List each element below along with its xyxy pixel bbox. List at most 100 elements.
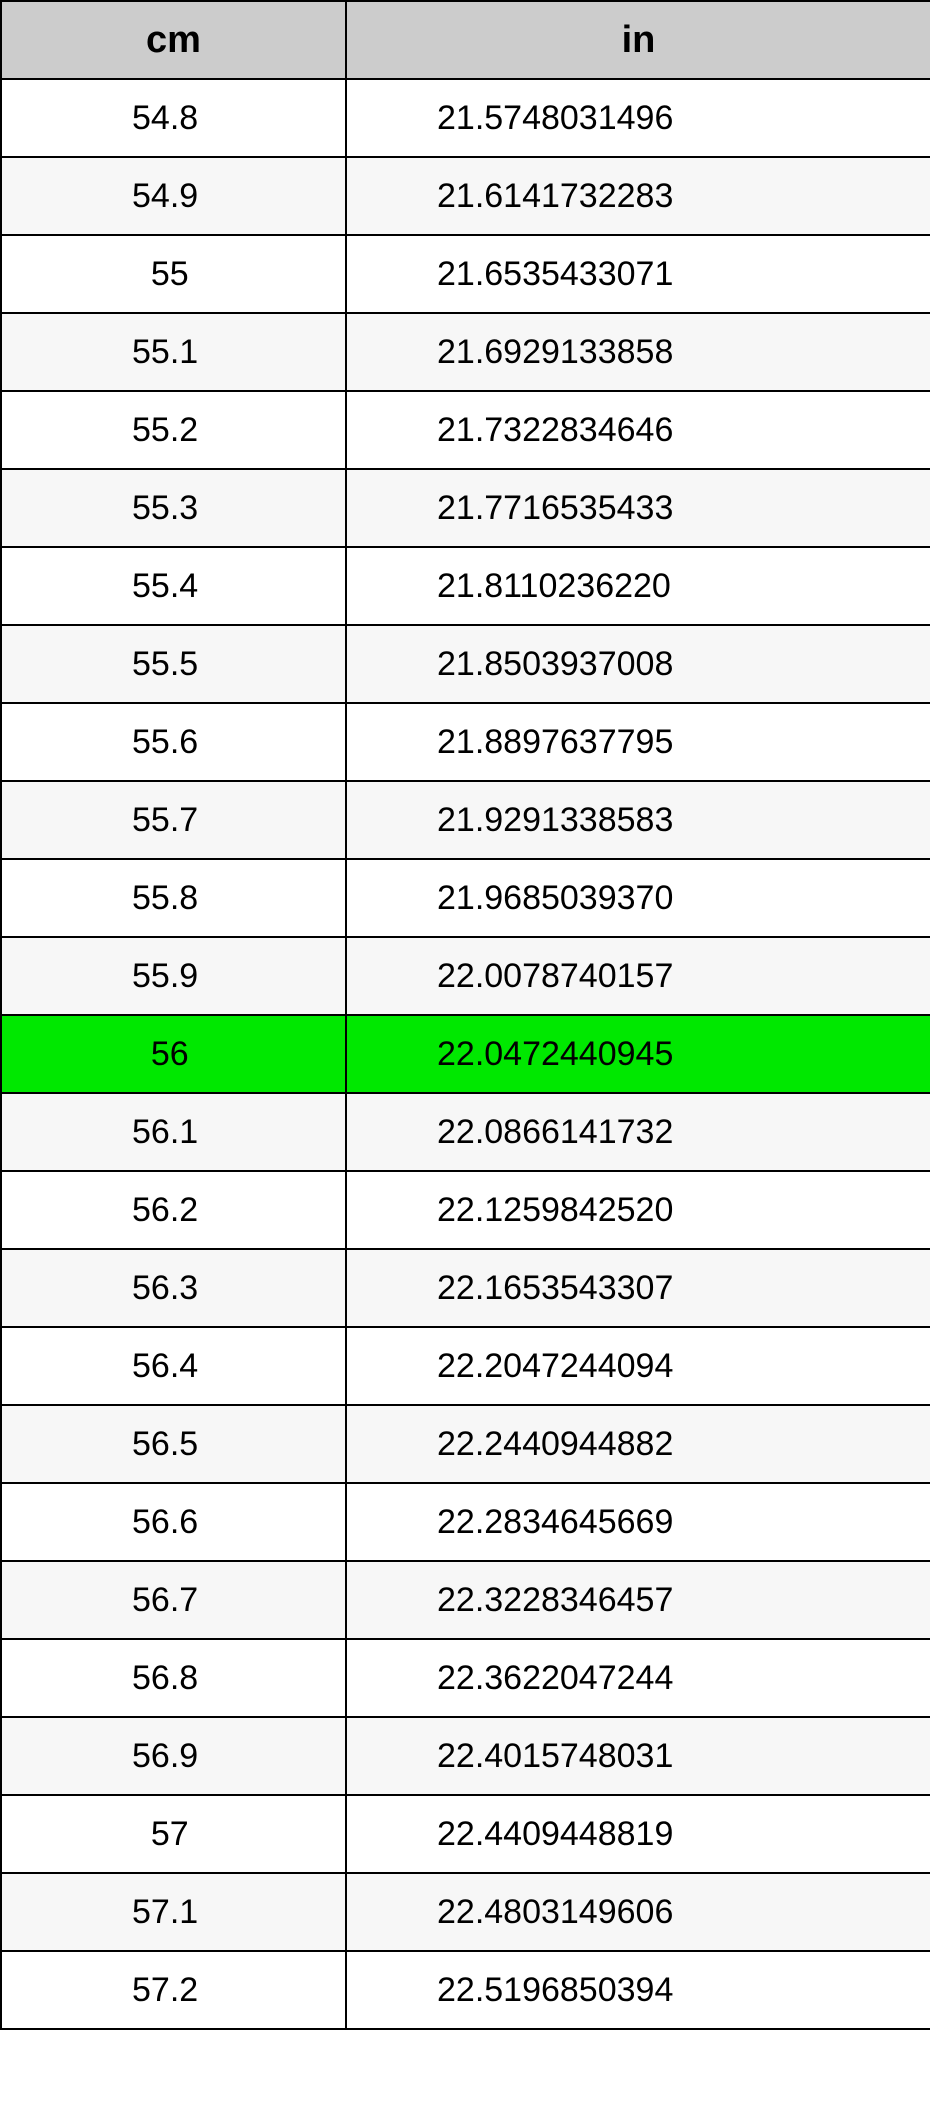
cell-in: 22.0078740157	[346, 937, 930, 1015]
cell-in: 21.8110236220	[346, 547, 930, 625]
cell-cm: 56.3	[1, 1249, 346, 1327]
cell-in: 21.9685039370	[346, 859, 930, 937]
cell-cm-value: 56.2	[2, 1191, 345, 1230]
table-row: 55.721.9291338583	[1, 781, 930, 859]
table-row: 56.922.4015748031	[1, 1717, 930, 1795]
cell-in: 22.0472440945	[346, 1015, 930, 1093]
table-row: 5722.4409448819	[1, 1795, 930, 1873]
table-body: 54.821.574803149654.921.6141732283 5521.…	[1, 79, 930, 2029]
cell-in-value: 22.1653543307	[347, 1269, 930, 1308]
cell-cm-value: 56.5	[2, 1425, 345, 1464]
cell-cm: 55	[1, 235, 346, 313]
cell-in-value: 22.1259842520	[347, 1191, 930, 1230]
cell-cm: 56.4	[1, 1327, 346, 1405]
cell-cm-value: 54.9	[2, 177, 345, 216]
cell-cm: 56.8	[1, 1639, 346, 1717]
table-row: 56.722.3228346457	[1, 1561, 930, 1639]
cell-in: 22.4409448819	[346, 1795, 930, 1873]
cell-in-value: 22.2047244094	[347, 1347, 930, 1386]
cell-in-value: 22.4803149606	[347, 1893, 930, 1932]
cell-in: 22.2834645669	[346, 1483, 930, 1561]
cell-in-value: 21.7322834646	[347, 411, 930, 450]
cell-in: 21.7322834646	[346, 391, 930, 469]
cell-cm: 55.5	[1, 625, 346, 703]
table-row: 56.822.3622047244	[1, 1639, 930, 1717]
table-row: 56.322.1653543307	[1, 1249, 930, 1327]
table-row: 57.122.4803149606	[1, 1873, 930, 1951]
table-row: 55.221.7322834646	[1, 391, 930, 469]
cell-cm: 54.9	[1, 157, 346, 235]
cell-cm-value: 57	[2, 1815, 345, 1854]
table-row: 56.522.2440944882	[1, 1405, 930, 1483]
cell-cm-value: 56.8	[2, 1659, 345, 1698]
cell-in: 22.4015748031	[346, 1717, 930, 1795]
table-header-row: cm in	[1, 1, 930, 79]
cell-cm-value: 55.6	[2, 723, 345, 762]
cell-in: 22.3228346457	[346, 1561, 930, 1639]
table-row: 55.621.8897637795	[1, 703, 930, 781]
cell-in-value: 21.8503937008	[347, 645, 930, 684]
cell-cm: 55.9	[1, 937, 346, 1015]
cell-cm-value: 57.2	[2, 1971, 345, 2010]
cell-in: 22.3622047244	[346, 1639, 930, 1717]
cell-cm-value: 55	[2, 255, 345, 294]
cell-in: 21.5748031496	[346, 79, 930, 157]
cell-in: 21.8897637795	[346, 703, 930, 781]
cell-cm: 56.1	[1, 1093, 346, 1171]
cell-in-value: 22.4015748031	[347, 1737, 930, 1776]
cell-in: 22.0866141732	[346, 1093, 930, 1171]
cell-cm: 57	[1, 1795, 346, 1873]
cell-cm-value: 56	[2, 1035, 345, 1074]
cell-cm: 55.1	[1, 313, 346, 391]
table-row: 55.321.7716535433	[1, 469, 930, 547]
table-row: 54.821.5748031496	[1, 79, 930, 157]
cell-cm: 56	[1, 1015, 346, 1093]
cell-in-value: 22.3228346457	[347, 1581, 930, 1620]
cell-cm: 55.7	[1, 781, 346, 859]
cell-in: 21.7716535433	[346, 469, 930, 547]
cell-in-value: 22.0866141732	[347, 1113, 930, 1152]
cell-in: 21.9291338583	[346, 781, 930, 859]
cell-in-value: 21.6141732283	[347, 177, 930, 216]
cell-cm-value: 55.2	[2, 411, 345, 450]
table-row: 56.422.2047244094	[1, 1327, 930, 1405]
table-row: 55.421.8110236220	[1, 547, 930, 625]
table-row: 5622.0472440945	[1, 1015, 930, 1093]
cell-cm-value: 55.5	[2, 645, 345, 684]
cell-cm-value: 56.3	[2, 1269, 345, 1308]
cell-in-value: 21.9291338583	[347, 801, 930, 840]
cell-cm-value: 56.4	[2, 1347, 345, 1386]
cell-cm: 54.8	[1, 79, 346, 157]
cell-cm-value: 55.1	[2, 333, 345, 372]
cell-cm-value: 56.6	[2, 1503, 345, 1542]
col-header-in: in	[346, 1, 930, 79]
cell-cm: 57.1	[1, 1873, 346, 1951]
cell-cm-value: 57.1	[2, 1893, 345, 1932]
cell-in-value: 21.8110236220	[347, 567, 930, 606]
cell-cm-value: 56.7	[2, 1581, 345, 1620]
cell-in: 21.6929133858	[346, 313, 930, 391]
cell-cm: 55.4	[1, 547, 346, 625]
table-row: 55.521.8503937008	[1, 625, 930, 703]
cell-cm-value: 55.3	[2, 489, 345, 528]
cell-cm: 56.5	[1, 1405, 346, 1483]
table-row: 55.121.6929133858	[1, 313, 930, 391]
cell-in-value: 21.5748031496	[347, 99, 930, 138]
cell-in: 22.1653543307	[346, 1249, 930, 1327]
table-row: 55.821.9685039370	[1, 859, 930, 937]
cell-in-value: 22.2440944882	[347, 1425, 930, 1464]
cell-cm: 55.6	[1, 703, 346, 781]
conversion-table: cm in 54.821.574803149654.921.6141732283…	[0, 0, 930, 2030]
cell-in-value: 22.3622047244	[347, 1659, 930, 1698]
cell-cm-value: 56.9	[2, 1737, 345, 1776]
cell-in: 22.1259842520	[346, 1171, 930, 1249]
cell-cm: 57.2	[1, 1951, 346, 2029]
cell-cm: 56.7	[1, 1561, 346, 1639]
table-row: 56.122.0866141732	[1, 1093, 930, 1171]
cell-cm-value: 55.9	[2, 957, 345, 996]
cell-cm: 56.2	[1, 1171, 346, 1249]
table-row: 54.921.6141732283	[1, 157, 930, 235]
cell-in: 21.8503937008	[346, 625, 930, 703]
cell-cm-value: 55.7	[2, 801, 345, 840]
cell-in: 22.5196850394	[346, 1951, 930, 2029]
